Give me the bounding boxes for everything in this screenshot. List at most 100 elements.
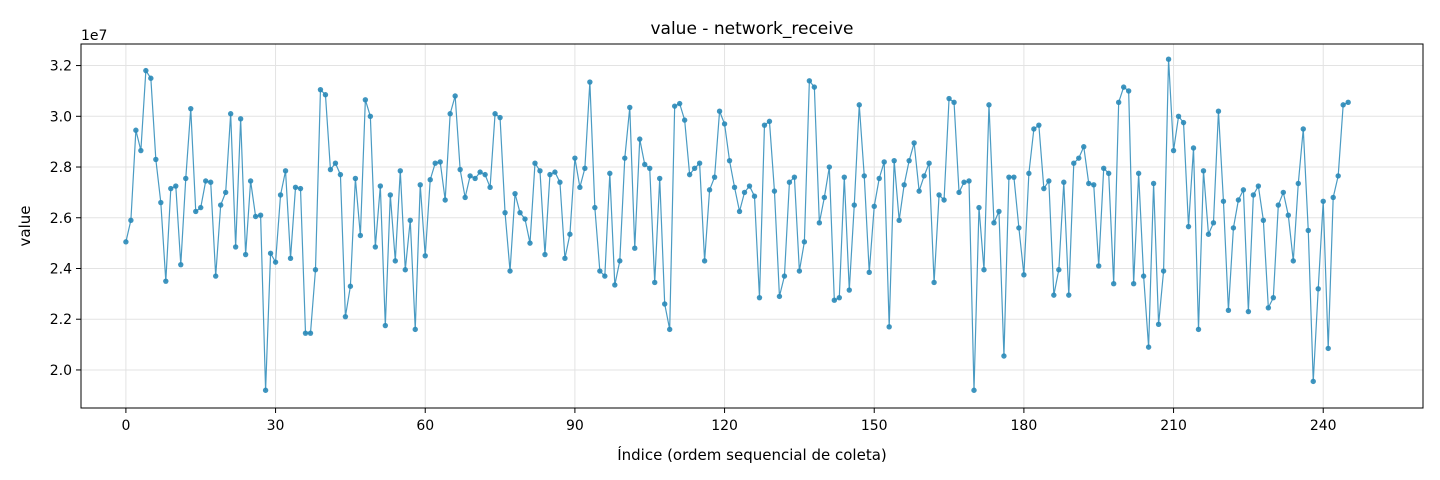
- data-point: [1011, 174, 1017, 180]
- data-point: [936, 192, 942, 198]
- data-point: [686, 171, 693, 178]
- data-point: [602, 273, 608, 279]
- data-point: [886, 324, 892, 330]
- data-point: [512, 190, 518, 197]
- data-point: [1101, 165, 1107, 171]
- data-point: [1285, 212, 1292, 218]
- data-point: [277, 192, 284, 198]
- data-point: [1200, 168, 1207, 174]
- data-point: [691, 165, 698, 171]
- data-point: [951, 99, 957, 106]
- data-point: [247, 178, 254, 184]
- data-point: [851, 202, 857, 208]
- data-point: [497, 114, 503, 121]
- data-point: [587, 79, 593, 85]
- data-point: [1175, 113, 1182, 119]
- data-point: [861, 173, 867, 179]
- data-point: [1195, 326, 1202, 333]
- data-point: [487, 184, 493, 191]
- data-point: [1250, 192, 1257, 198]
- data-point: [746, 183, 753, 189]
- data-point: [1205, 231, 1212, 237]
- y-tick-label: 3.0: [50, 109, 72, 125]
- data-point: [547, 171, 553, 178]
- data-point: [527, 240, 533, 246]
- x-tick-label: 180: [1011, 418, 1038, 434]
- data-point: [816, 220, 823, 226]
- data-point: [382, 322, 389, 329]
- y-axis-offset-label: 1e7: [81, 28, 107, 44]
- data-point: [332, 160, 339, 166]
- data-point: [642, 161, 648, 168]
- x-tick-label: 60: [416, 418, 434, 434]
- data-point: [392, 258, 398, 264]
- data-point: [322, 92, 329, 98]
- data-point: [1165, 56, 1172, 62]
- data-point: [347, 283, 354, 289]
- data-point: [1275, 202, 1282, 208]
- data-point: [881, 159, 887, 165]
- data-point: [317, 86, 324, 93]
- data-point: [1295, 180, 1301, 187]
- data-point: [1140, 273, 1147, 279]
- data-point: [153, 156, 159, 163]
- data-point: [267, 250, 274, 256]
- data-point: [901, 182, 907, 188]
- data-point: [1081, 144, 1087, 150]
- data-point: [467, 173, 473, 179]
- data-point: [143, 67, 149, 74]
- data-point: [188, 105, 194, 112]
- data-point: [297, 185, 304, 192]
- data-point: [1076, 155, 1082, 161]
- data-point: [786, 179, 793, 185]
- data-point: [557, 179, 563, 185]
- data-point: [706, 187, 713, 193]
- data-point: [292, 184, 299, 191]
- y-tick-label: 2.6: [50, 211, 72, 227]
- data-point: [1135, 170, 1142, 177]
- data-point: [198, 204, 204, 211]
- data-point: [242, 251, 249, 258]
- data-point: [956, 189, 962, 196]
- data-point: [237, 116, 244, 122]
- data-point: [477, 169, 483, 175]
- data-point: [637, 136, 643, 142]
- data-point: [696, 160, 703, 166]
- data-point: [173, 183, 179, 189]
- data-point: [946, 95, 952, 102]
- data-point: [1021, 272, 1027, 278]
- data-point: [996, 208, 1002, 215]
- data-point: [1265, 305, 1272, 311]
- x-axis-label: Índice (ordem sequencial de coleta): [617, 445, 887, 464]
- data-point: [407, 217, 413, 223]
- x-tick-label: 0: [121, 418, 130, 434]
- x-tick-label: 210: [1160, 418, 1187, 434]
- data-point: [183, 175, 189, 182]
- data-point: [582, 165, 588, 171]
- data-point: [926, 160, 932, 166]
- data-point: [941, 197, 947, 203]
- data-point: [148, 75, 154, 81]
- data-point: [452, 93, 458, 99]
- data-point: [1245, 308, 1252, 315]
- data-point: [282, 168, 289, 174]
- data-point: [362, 97, 369, 103]
- axis-ticks: 0 30 60 90 120 150 180 210 240 2.0 2.2 2.4 2.6 2.8 3.0…: [50, 59, 1337, 434]
- data-point: [671, 103, 678, 109]
- data-point: [961, 179, 967, 185]
- data-point: [791, 174, 798, 180]
- data-point: [517, 209, 523, 216]
- data-point: [796, 268, 803, 274]
- data-point: [352, 175, 359, 182]
- data-point: [482, 171, 488, 178]
- data-point: [1051, 292, 1057, 298]
- data-point: [721, 121, 728, 127]
- data-point: [462, 194, 468, 201]
- data-point: [1125, 88, 1132, 94]
- data-point: [806, 78, 813, 84]
- data-point: [522, 216, 528, 222]
- data-point: [652, 279, 658, 286]
- data-point: [507, 268, 513, 274]
